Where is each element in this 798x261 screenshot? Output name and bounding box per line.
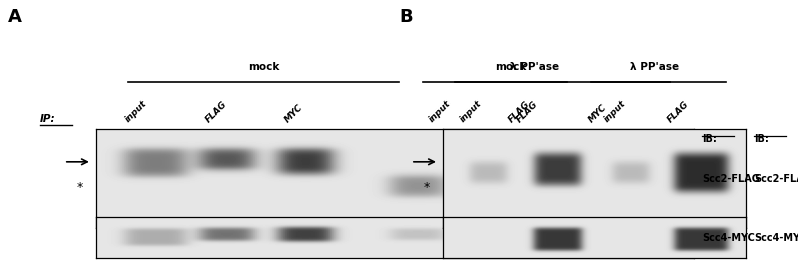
Text: mock: mock — [495, 62, 527, 72]
Text: FLAG: FLAG — [666, 99, 691, 124]
Text: *: * — [424, 181, 430, 194]
Text: Scc2-FLAG: Scc2-FLAG — [754, 174, 798, 184]
Text: A: A — [8, 8, 22, 26]
Text: input: input — [459, 99, 484, 124]
Text: FLAG: FLAG — [515, 99, 539, 124]
Text: Scc4-MYC: Scc4-MYC — [754, 233, 798, 242]
Text: input: input — [427, 99, 452, 124]
Text: mock: mock — [247, 62, 279, 72]
Text: IB:: IB: — [754, 134, 769, 144]
Text: MYC: MYC — [587, 102, 608, 124]
Text: FLAG: FLAG — [507, 99, 531, 124]
Text: λ PP'ase: λ PP'ase — [630, 62, 679, 72]
Text: IB:: IB: — [702, 134, 717, 144]
Text: Scc2-FLAG: Scc2-FLAG — [702, 174, 760, 184]
Text: MYC: MYC — [283, 102, 305, 124]
Text: λ PP'ase: λ PP'ase — [510, 62, 559, 72]
Text: *: * — [77, 181, 83, 194]
Text: IP:: IP: — [40, 114, 56, 124]
Text: B: B — [399, 8, 413, 26]
Text: input: input — [602, 99, 628, 124]
Text: FLAG: FLAG — [203, 99, 228, 124]
Text: input: input — [124, 99, 149, 124]
Text: Scc4-MYC: Scc4-MYC — [702, 233, 755, 242]
